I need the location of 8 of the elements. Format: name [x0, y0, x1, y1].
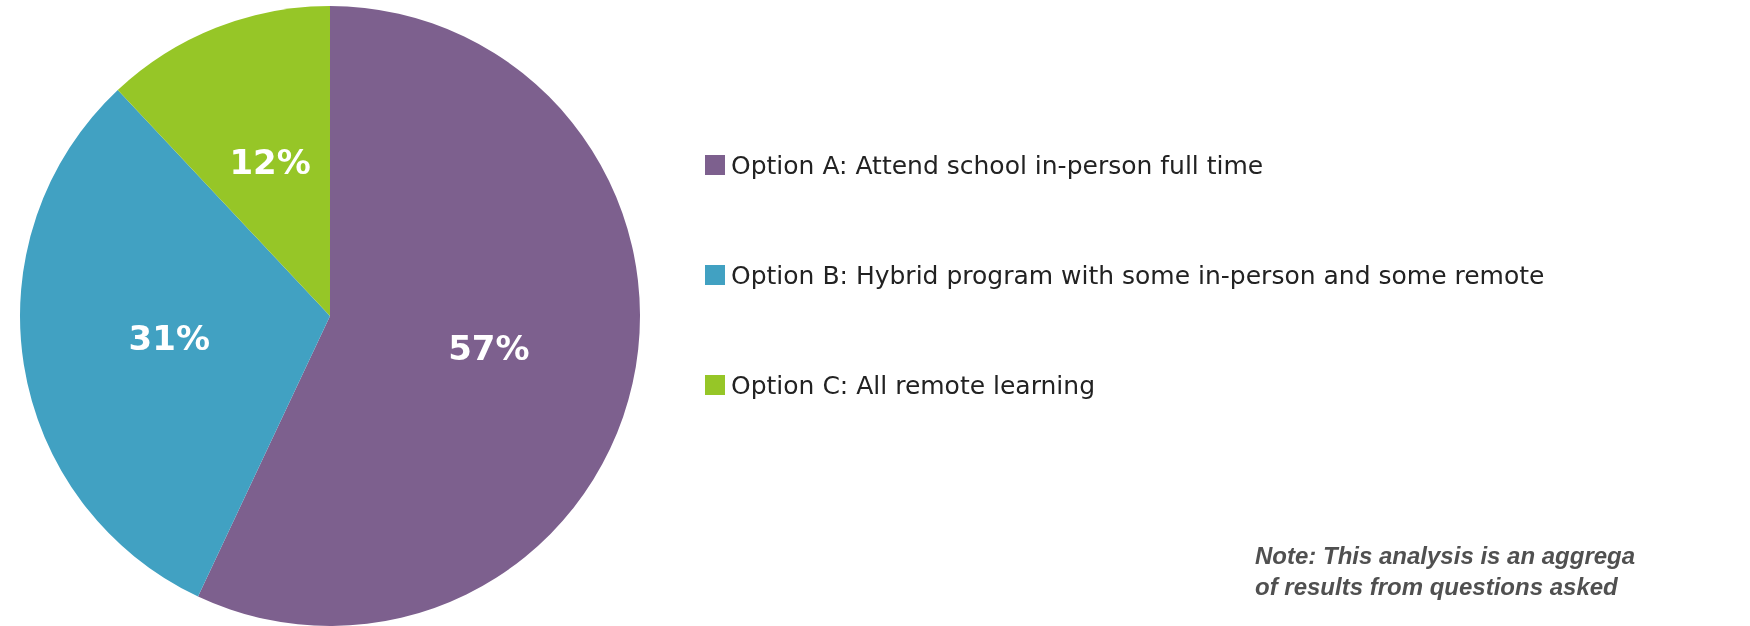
data-label: 31%: [128, 318, 210, 359]
data-label: 57%: [448, 328, 530, 369]
text: of results from questions asked: [1255, 572, 1619, 602]
legend-label: Option C: All remote learning: [731, 370, 1096, 400]
legend-label: Option A: Attend school in-person full time: [731, 150, 1264, 180]
data-label: 12%: [229, 141, 311, 182]
text: Note: This analysis is an aggrega: [1255, 541, 1636, 571]
legend-label: Option B: Hybrid program with some in-person and some remote: [731, 260, 1545, 290]
